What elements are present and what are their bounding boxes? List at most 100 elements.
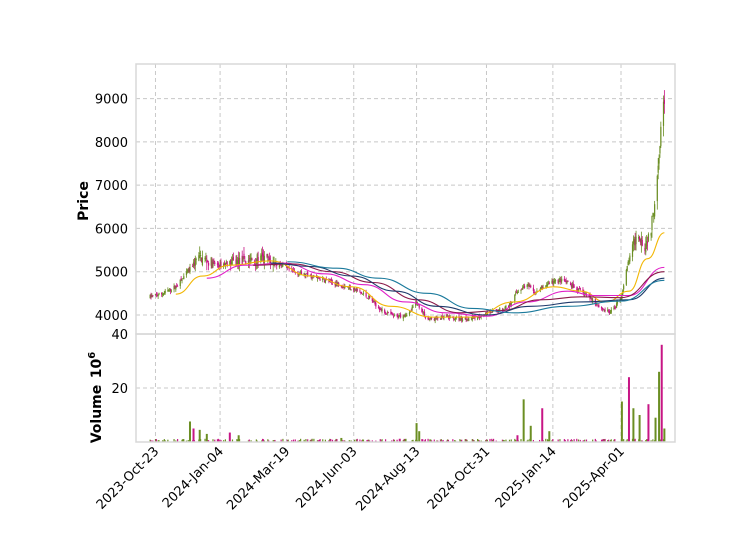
volume-bar	[421, 439, 423, 442]
candle-body	[652, 213, 654, 215]
volume-bar	[576, 438, 578, 442]
candle-body	[206, 261, 208, 264]
moving-average-line	[175, 232, 665, 318]
candle-body	[212, 261, 214, 267]
candle-body	[515, 292, 517, 294]
candle-body	[496, 309, 498, 311]
candle-body	[243, 253, 245, 258]
candle-body	[646, 240, 648, 247]
candle-body	[356, 288, 358, 291]
candle-body	[369, 295, 371, 299]
candle-body	[266, 254, 268, 257]
volume-bar	[427, 438, 429, 442]
candle-body	[275, 260, 277, 263]
volume-bar	[247, 440, 250, 442]
volume-bar	[454, 440, 456, 442]
candle-body	[517, 291, 519, 293]
candle-body	[629, 255, 631, 262]
candle-body	[211, 260, 213, 268]
candle-body	[303, 272, 305, 276]
volume-bar	[570, 439, 573, 442]
volume-bar	[163, 439, 165, 442]
volume-bar	[367, 439, 369, 442]
candle-body	[567, 280, 569, 282]
candle-body	[392, 315, 395, 317]
candle-body	[315, 276, 318, 278]
candle-body	[183, 276, 185, 280]
volume-bar	[510, 439, 512, 442]
volume-bar	[466, 439, 468, 442]
volume-bar	[613, 439, 615, 442]
price-tick-labels: 4000 5000 6000 7000 8000 9000	[95, 93, 128, 324]
candle-body	[375, 303, 377, 307]
candle-body	[454, 317, 457, 320]
candle-body	[245, 261, 247, 264]
volume-bar	[516, 435, 519, 442]
volume-bar	[541, 408, 544, 442]
candle-body	[151, 295, 153, 297]
volume-bar	[204, 438, 206, 442]
volume-bar	[152, 440, 154, 442]
volume-bar	[294, 439, 296, 442]
candle-body	[654, 204, 656, 217]
price-tick-label: 9000	[95, 93, 128, 108]
candle-body	[653, 213, 655, 217]
candle-body	[610, 309, 612, 313]
candle-body	[479, 317, 481, 319]
candle-body	[330, 279, 333, 282]
candle-body	[263, 255, 265, 264]
candle-body	[523, 285, 526, 288]
candle-body	[528, 284, 530, 288]
candle-body	[194, 258, 196, 266]
candle-body	[361, 292, 363, 294]
candle-body	[335, 283, 337, 287]
candle-body	[639, 238, 642, 243]
candle-body	[355, 289, 357, 291]
candle-body	[238, 257, 241, 267]
candle-body	[433, 318, 435, 320]
candle-body	[536, 290, 538, 292]
volume-bar	[603, 439, 605, 442]
volume-bar	[224, 439, 226, 442]
price-axis-label: Price	[76, 181, 92, 221]
candle-body	[372, 300, 374, 303]
candle-body	[529, 286, 531, 287]
candle-body	[181, 278, 183, 281]
candle-body	[154, 294, 157, 295]
candle-body	[282, 264, 284, 266]
volume-bar	[646, 439, 648, 442]
candle-body	[170, 290, 173, 292]
candle-body	[467, 318, 469, 321]
candle-body	[539, 288, 542, 291]
candle-body	[437, 317, 439, 319]
candle-body	[201, 257, 203, 265]
candle-body	[256, 254, 258, 265]
candle-body	[322, 278, 324, 281]
volume-bar	[371, 440, 373, 442]
candle-body	[192, 265, 194, 267]
candle-body	[572, 283, 574, 286]
volume-bar	[217, 438, 219, 442]
volume-bars	[149, 344, 666, 442]
candle-body	[532, 287, 534, 292]
candle-body	[396, 314, 398, 316]
volume-bar	[477, 438, 479, 442]
candle-body	[378, 307, 380, 310]
volume-bar	[532, 439, 534, 442]
candle-body	[241, 255, 243, 265]
candle-body	[349, 285, 351, 290]
candle-body	[526, 284, 528, 288]
candle-body	[579, 287, 581, 290]
candle-body	[514, 294, 516, 302]
candle-body	[635, 236, 637, 245]
candle-body	[515, 291, 518, 293]
candle-body	[560, 280, 562, 283]
candle-body	[499, 308, 501, 310]
volume-bar	[300, 438, 302, 442]
candle-body	[615, 303, 618, 308]
candle-body	[662, 101, 665, 126]
candle-body	[386, 312, 388, 314]
volume-bar	[548, 431, 551, 442]
volume-bar	[398, 438, 401, 442]
